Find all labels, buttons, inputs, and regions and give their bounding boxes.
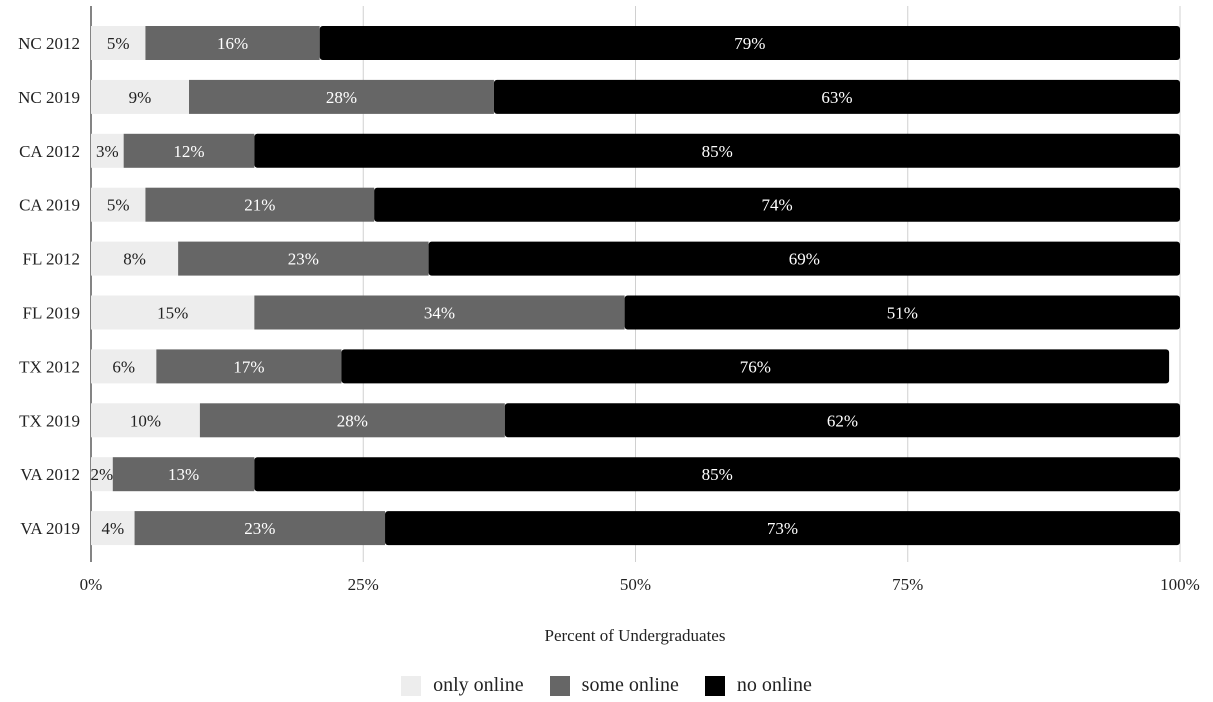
legend-swatch xyxy=(549,675,570,696)
bar-segment xyxy=(341,349,1170,384)
data-label: 3% xyxy=(96,142,119,161)
y-tick-label: FL 2012 xyxy=(23,250,80,269)
data-label: 79% xyxy=(734,34,765,53)
bar-segment xyxy=(91,241,179,276)
bar-segment xyxy=(91,187,146,222)
y-tick-label: VA 2012 xyxy=(20,465,80,484)
data-label: 23% xyxy=(288,250,319,269)
bar-segment xyxy=(254,295,625,330)
x-tick-label: 0% xyxy=(80,575,103,594)
bar-segment xyxy=(385,511,1180,546)
x-tick-label: 75% xyxy=(892,575,923,594)
bar-segment xyxy=(145,26,320,60)
legend-item: some online xyxy=(549,674,679,697)
data-label: 85% xyxy=(702,465,733,484)
data-label: 69% xyxy=(789,250,820,269)
y-tick-label: CA 2019 xyxy=(19,196,80,215)
bar-segment xyxy=(145,187,375,222)
bar-segment xyxy=(199,403,505,438)
data-label: 34% xyxy=(424,304,455,323)
legend-label: only online xyxy=(433,674,524,696)
y-tick-label: NC 2012 xyxy=(18,34,80,53)
data-label: 76% xyxy=(740,357,771,376)
x-axis-label: Percent of Undergraduates xyxy=(544,626,726,645)
data-label: 5% xyxy=(107,34,130,53)
bar-segment xyxy=(91,79,190,114)
bar-segment xyxy=(91,133,124,168)
bar-segment xyxy=(254,133,1181,168)
data-label: 5% xyxy=(107,196,130,215)
y-tick-label: CA 2012 xyxy=(19,142,80,161)
y-tick-label: TX 2012 xyxy=(19,357,80,376)
data-label: 51% xyxy=(887,304,918,323)
data-label: 28% xyxy=(337,411,368,430)
data-label: 73% xyxy=(767,519,798,538)
x-tick-label: 100% xyxy=(1160,575,1200,594)
data-label: 8% xyxy=(123,250,146,269)
bar-segment xyxy=(428,241,1181,276)
x-tick-label: 50% xyxy=(620,575,651,594)
y-tick-label: FL 2019 xyxy=(23,304,80,323)
y-tick-label: NC 2019 xyxy=(18,88,80,107)
legend-item: no online xyxy=(704,674,812,697)
data-label: 17% xyxy=(233,357,264,376)
bar-segment xyxy=(178,241,429,276)
data-label: 6% xyxy=(112,357,135,376)
bar-segment xyxy=(91,511,135,546)
y-tick-label: VA 2019 xyxy=(20,519,80,538)
legend-label: some online xyxy=(581,674,679,696)
bar-segment xyxy=(493,79,1180,114)
legend: only online some online no online xyxy=(0,674,1213,697)
bar-segment xyxy=(91,349,157,384)
x-tick-label: 25% xyxy=(348,575,379,594)
bar-segment xyxy=(123,133,255,168)
stacked-bar-chart: 0% 25% 50% 75% 100% NC 2012 5% 16% 79% NC 2019 9% 2… xyxy=(18,6,1200,594)
bar-segment xyxy=(91,403,200,438)
y-tick-label: TX 2019 xyxy=(19,411,80,430)
bar-segment xyxy=(254,457,1181,492)
bar-segment xyxy=(91,26,146,60)
data-label: 9% xyxy=(129,88,152,107)
data-label: 10% xyxy=(130,411,161,430)
bar-segment xyxy=(624,295,1180,330)
legend-label: no online xyxy=(736,674,812,696)
data-label: 15% xyxy=(157,304,188,323)
data-label: 4% xyxy=(101,519,124,538)
data-label: 63% xyxy=(821,88,852,107)
data-label: 12% xyxy=(173,142,204,161)
bar-segment xyxy=(504,403,1180,438)
data-label: 28% xyxy=(326,88,357,107)
data-label: 2% xyxy=(91,465,114,484)
data-label: 74% xyxy=(761,196,792,215)
legend-swatch xyxy=(401,675,422,696)
bar-segment xyxy=(91,295,255,330)
bar-segment xyxy=(112,457,255,492)
data-label: 23% xyxy=(244,519,275,538)
bar-segment xyxy=(189,79,494,114)
data-label: 21% xyxy=(244,196,275,215)
bar-segment xyxy=(91,457,113,492)
legend-item: only online xyxy=(401,674,524,697)
bar-segment xyxy=(319,26,1180,60)
data-label: 62% xyxy=(827,411,858,430)
bar-segment xyxy=(156,349,342,384)
data-label: 13% xyxy=(168,465,199,484)
bar-segment xyxy=(374,187,1180,222)
data-label: 85% xyxy=(702,142,733,161)
data-label: 16% xyxy=(217,34,248,53)
legend-swatch xyxy=(704,675,725,696)
bar-segment xyxy=(134,511,386,546)
